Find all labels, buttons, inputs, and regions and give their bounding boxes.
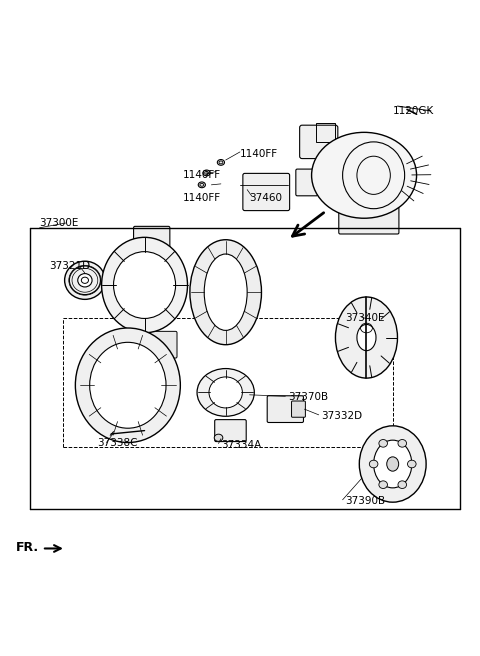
Ellipse shape <box>369 461 378 468</box>
Text: 1120GK: 1120GK <box>393 106 434 116</box>
Text: 37338C: 37338C <box>97 438 137 449</box>
Ellipse shape <box>90 342 166 428</box>
Text: 1140FF: 1140FF <box>183 171 221 180</box>
FancyBboxPatch shape <box>133 226 170 249</box>
Ellipse shape <box>209 377 242 408</box>
Text: 37300E: 37300E <box>39 218 79 228</box>
Text: 37390B: 37390B <box>345 496 385 506</box>
Ellipse shape <box>214 434 223 441</box>
Ellipse shape <box>65 261 105 299</box>
Ellipse shape <box>102 237 188 333</box>
Text: 37321D: 37321D <box>49 261 90 271</box>
Text: 37332D: 37332D <box>321 411 362 421</box>
FancyBboxPatch shape <box>267 396 303 422</box>
Text: 37334A: 37334A <box>221 440 261 450</box>
Ellipse shape <box>387 457 399 471</box>
Ellipse shape <box>197 369 254 417</box>
FancyBboxPatch shape <box>145 331 177 358</box>
Ellipse shape <box>190 239 262 344</box>
FancyBboxPatch shape <box>243 173 289 211</box>
FancyBboxPatch shape <box>300 125 338 159</box>
Text: 37460: 37460 <box>250 194 283 203</box>
Ellipse shape <box>336 297 397 378</box>
Text: 1140FF: 1140FF <box>183 194 221 203</box>
Ellipse shape <box>360 426 426 502</box>
Ellipse shape <box>204 254 247 331</box>
FancyBboxPatch shape <box>215 420 246 441</box>
Ellipse shape <box>398 440 407 447</box>
Ellipse shape <box>312 133 417 218</box>
Ellipse shape <box>217 159 225 165</box>
Ellipse shape <box>114 252 176 318</box>
Text: FR.: FR. <box>16 541 39 554</box>
Text: 37340E: 37340E <box>345 314 384 323</box>
FancyBboxPatch shape <box>291 401 305 417</box>
FancyBboxPatch shape <box>296 169 318 195</box>
Ellipse shape <box>203 170 210 176</box>
Ellipse shape <box>379 481 387 489</box>
Ellipse shape <box>357 325 376 351</box>
Text: 37370B: 37370B <box>288 392 328 402</box>
Ellipse shape <box>75 328 180 443</box>
Ellipse shape <box>373 440 412 488</box>
Ellipse shape <box>398 481 407 489</box>
Ellipse shape <box>198 182 205 188</box>
Ellipse shape <box>379 440 387 447</box>
Text: 1140FF: 1140FF <box>240 149 278 159</box>
FancyBboxPatch shape <box>339 207 399 234</box>
Ellipse shape <box>408 461 416 468</box>
Ellipse shape <box>78 274 92 287</box>
